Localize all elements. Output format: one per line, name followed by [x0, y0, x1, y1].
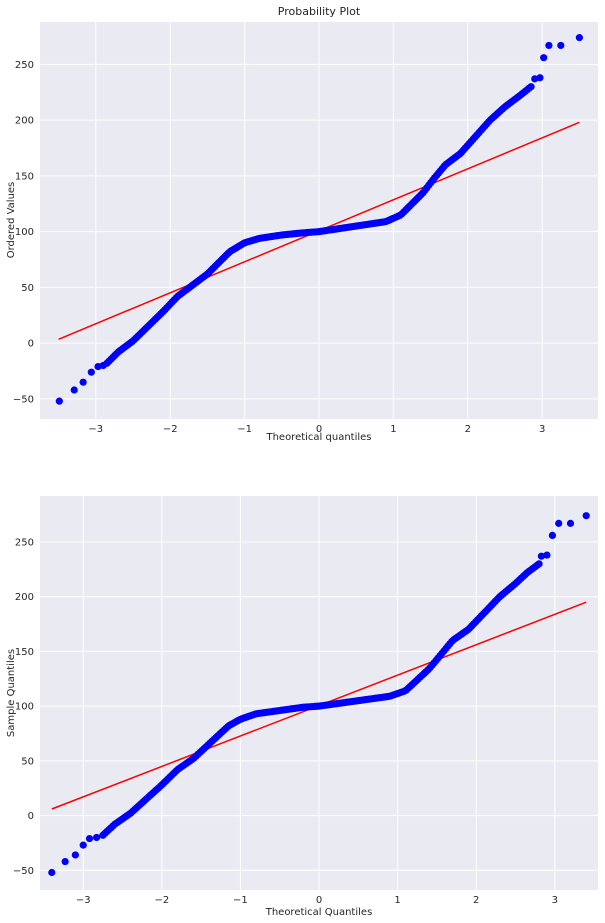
x-tick-label: 0: [316, 895, 322, 906]
y-tick-label: 100: [15, 702, 34, 713]
data-point: [548, 531, 557, 540]
y-tick-label: −50: [13, 866, 34, 877]
data-point: [527, 83, 535, 91]
y-tick-label: 0: [28, 811, 34, 822]
x-tick-label: 3: [552, 895, 558, 906]
y-tick-labels: −50 0 50 100 150 200 250: [13, 537, 34, 876]
data-point: [557, 41, 565, 50]
data-point: [582, 512, 590, 520]
y-axis-label: Ordered Values: [6, 182, 17, 259]
y-tick-label: −50: [13, 394, 34, 405]
data-point: [71, 851, 79, 859]
data-point: [566, 519, 575, 527]
qq-plot-chart: −50 0 50 100 150 200 250 −3 −2 −1 0 1 2 3 Theoretica…: [6, 496, 598, 918]
data-point: [79, 841, 87, 849]
y-tick-label: 250: [15, 537, 34, 548]
data-point: [55, 397, 63, 405]
x-axis-label: Theoretical Quantiles: [265, 907, 373, 918]
y-tick-label: 200: [15, 116, 34, 127]
x-tick-label: −2: [154, 895, 169, 906]
data-point: [87, 368, 95, 376]
data-point: [85, 834, 94, 843]
y-axis-label: Sample Quantiles: [6, 649, 17, 737]
y-tick-label: 150: [15, 647, 34, 658]
data-points: [48, 512, 590, 877]
data-points: [55, 34, 584, 405]
data-point: [535, 560, 543, 568]
data-point: [536, 74, 544, 82]
data-point: [92, 833, 101, 842]
y-tick-labels: −50 0 50 100 150 200 250: [13, 60, 34, 406]
x-tick-label: −1: [233, 895, 248, 906]
data-point: [540, 54, 548, 62]
y-tick-label: 150: [15, 171, 34, 182]
data-point: [537, 552, 546, 560]
x-axis-label: Theoretical quantiles: [265, 432, 371, 443]
x-tick-label: 1: [390, 424, 396, 435]
x-tick-labels: −3 −2 −1 0 1 2 3: [88, 424, 545, 435]
x-tick-label: −1: [237, 424, 252, 435]
probability-plot-chart: −50 0 50 100 150 200 250 −3 −2 −1 0 1 2 3 Probabilit…: [6, 5, 598, 443]
data-point: [48, 868, 56, 877]
y-tick-label: 100: [15, 227, 34, 238]
x-tick-label: −2: [163, 424, 178, 435]
data-point: [79, 378, 87, 386]
x-tick-label: 2: [473, 895, 479, 906]
x-tick-label: −3: [88, 424, 103, 435]
data-point: [543, 551, 551, 559]
y-tick-label: 250: [15, 60, 34, 71]
data-point: [61, 857, 69, 866]
chart-title: Probability Plot: [278, 5, 361, 18]
data-point: [555, 519, 563, 527]
data-point: [70, 386, 78, 394]
x-tick-label: −3: [76, 895, 91, 906]
grid-lines: [40, 22, 598, 419]
y-tick-label: 0: [28, 339, 34, 350]
x-tick-label: 1: [394, 895, 400, 906]
y-tick-label: 50: [21, 756, 34, 767]
x-tick-label: 3: [539, 424, 545, 435]
y-tick-label: 200: [15, 592, 34, 603]
x-tick-labels: −3 −2 −1 0 1 2 3: [76, 895, 558, 906]
data-point: [575, 34, 584, 42]
data-point: [545, 41, 553, 50]
x-tick-label: 0: [316, 424, 322, 435]
y-tick-label: 50: [21, 283, 34, 294]
x-tick-label: 2: [465, 424, 471, 435]
